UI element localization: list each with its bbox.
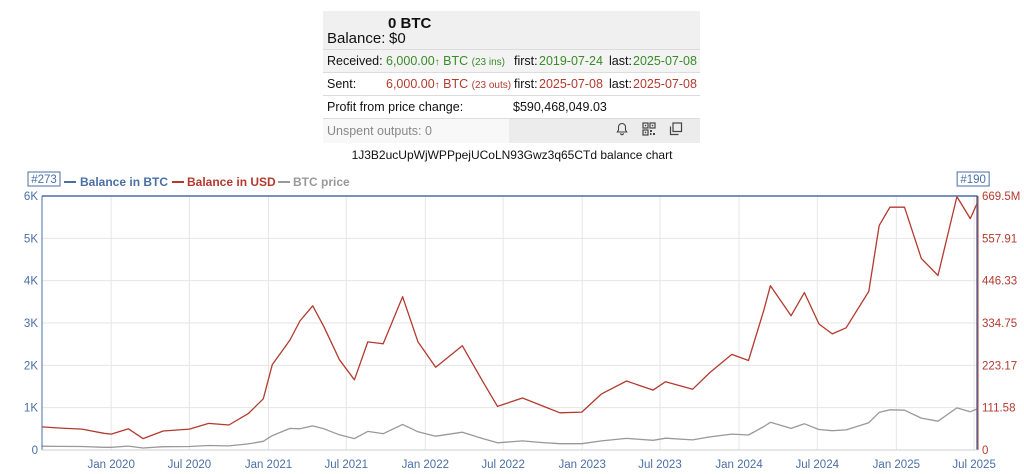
right-tick-label: 0 — [982, 445, 988, 457]
x-tick-label: Jan 2021 — [245, 459, 292, 471]
legend-btc-price[interactable]: BTC price — [293, 175, 350, 189]
sent-arrow-icon: ↑ — [434, 80, 440, 91]
btc-amount: 0 BTC — [388, 15, 432, 32]
x-tick-label: Jul 2023 — [638, 459, 681, 471]
received-first-label: first: — [514, 54, 538, 68]
tx-flag-label[interactable]: #273 — [31, 174, 57, 186]
received-label: Received: — [327, 54, 383, 68]
chart-axes: 0 1K 2K 3K 4K 5K 6K 0 111.58 223.17 334.75 446.33 55… — [24, 171, 1020, 471]
left-tick-label: 4K — [24, 276, 38, 288]
received-row: Received: 6,000.00↑ BTC (23 ins) first: … — [323, 50, 700, 73]
unspent-cell: Unspent outputs: 0 — [323, 119, 509, 143]
sent-first-date: 2025-07-08 — [539, 77, 603, 91]
profit-label: Profit from price change: — [327, 100, 464, 114]
chart-title: 1J3B2ucUpWjWPPpejUCoLN93Gwz3q65CTd balan… — [351, 148, 673, 162]
x-tick-label: Jul 2020 — [168, 459, 211, 471]
x-tick-label: Jan 2025 — [873, 459, 920, 471]
unspent-row: Unspent outputs: 0 — [323, 119, 700, 143]
left-tick-label: 6K — [24, 191, 38, 203]
received-unit: BTC — [439, 54, 469, 68]
x-tick-label: Jul 2024 — [796, 459, 840, 471]
received-amount-value: 6,000.00 — [386, 54, 435, 68]
x-tick-label: Jan 2023 — [559, 459, 606, 471]
right-tick-label: 669.5M — [982, 191, 1020, 203]
legend-balance-usd[interactable]: Balance in USD — [187, 175, 276, 189]
right-tick-label: 111.58 — [982, 403, 1015, 415]
right-tick-label: 446.33 — [982, 276, 1017, 288]
chart-series — [41, 195, 978, 450]
right-tick-label: 223.17 — [982, 360, 1017, 372]
chart-legend: Balance in BTC Balance in USD BTC price — [64, 175, 350, 189]
profit-value: $590,468,049.03 — [513, 100, 607, 114]
balance-label: Balance: — [327, 30, 386, 47]
received-amount: 6,000.00↑ BTC (23 ins) — [386, 54, 505, 68]
legend-balance-btc[interactable]: Balance in BTC — [80, 175, 168, 189]
sent-last-date: 2025-07-08 — [633, 77, 697, 91]
left-tick-label: 2K — [24, 360, 38, 372]
tx-flag-box[interactable] — [27, 171, 61, 187]
x-tick-label: Jul 2025 — [952, 459, 995, 471]
series-btc-price — [41, 407, 978, 449]
balance-header: 0 BTC Balance: $0 — [323, 11, 700, 50]
left-tick-label: 1K — [24, 403, 38, 415]
sent-last-label: last: — [609, 77, 632, 91]
x-tick-label: Jan 2020 — [88, 459, 135, 471]
right-tick-label: 334.75 — [982, 318, 1017, 330]
series-balance-btc — [42, 195, 978, 450]
actions-cell — [509, 119, 700, 143]
qr-code-icon[interactable] — [641, 122, 657, 138]
received-count[interactable]: (23 ins) — [471, 57, 505, 68]
sent-first-label: first: — [514, 77, 538, 91]
left-tick-label: 5K — [24, 233, 38, 245]
x-tick-label: Jul 2022 — [481, 459, 524, 471]
sent-amount: 6,000.00↑ BTC (23 outs) — [386, 77, 511, 91]
received-last-date: 2025-07-08 — [633, 54, 697, 68]
balance-value: $0 — [389, 30, 406, 47]
sent-count[interactable]: (23 outs) — [471, 80, 512, 91]
chart-grid — [42, 195, 978, 451]
x-tick-label: Jan 2022 — [402, 459, 449, 471]
series-balance-usd — [41, 195, 978, 440]
sent-unit: BTC — [439, 77, 469, 91]
received-first-date: 2019-07-24 — [539, 54, 603, 68]
received-last-label: last: — [609, 54, 632, 68]
x-tick-label: Jul 2021 — [325, 459, 368, 471]
x-tick-label: Jan 2024 — [715, 459, 763, 471]
right-tick-label: 557.91 — [982, 233, 1017, 245]
copy-icon[interactable] — [668, 122, 684, 138]
sent-label: Sent: — [327, 77, 357, 91]
left-tick-label: 0 — [32, 445, 38, 457]
unspent-outputs: Unspent outputs: 0 — [327, 124, 432, 138]
wallet-summary: 0 BTC Balance: $0 Received: 6,000.00↑ BT… — [323, 11, 700, 143]
tx-flag-label[interactable]: #190 — [960, 174, 986, 186]
balance-chart: 0 1K 2K 3K 4K 5K 6K 0 111.58 223.17 334.75 446.33 55… — [24, 171, 1020, 471]
received-arrow-icon: ↑ — [434, 57, 440, 68]
left-tick-label: 3K — [24, 318, 38, 330]
sent-row: Sent: 6,000.00↑ BTC (23 outs) first: 202… — [323, 73, 700, 96]
sent-amount-value: 6,000.00 — [386, 77, 435, 91]
tx-flag-box[interactable] — [956, 171, 990, 187]
bell-icon[interactable] — [614, 122, 630, 138]
profit-row: Profit from price change: $590,468,049.0… — [323, 96, 700, 119]
